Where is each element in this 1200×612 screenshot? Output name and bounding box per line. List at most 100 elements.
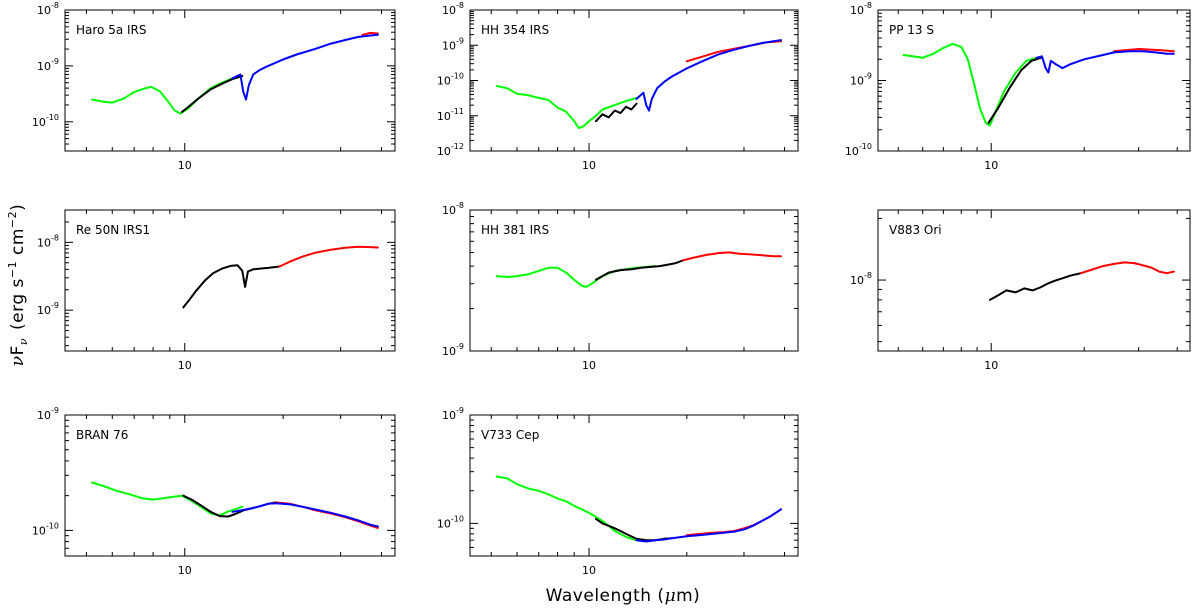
x-tick-label: 10 <box>984 359 998 372</box>
y-tick-exponent: -8 <box>456 201 464 210</box>
x-tick-label: 10 <box>178 159 192 172</box>
y-tick-exponent: -9 <box>456 36 464 45</box>
series-black-line <box>988 272 1082 301</box>
series-red-line <box>274 501 379 529</box>
y-axis-title: νFν (erg s−1 cm−2) <box>6 204 30 367</box>
x-ticks <box>85 415 382 556</box>
y-tick-exponent: -8 <box>51 233 59 242</box>
series-green-line <box>495 85 638 129</box>
panel-title: V733 Cep <box>481 428 539 442</box>
x-ticks <box>490 10 786 151</box>
y-tick-label: 10-8 <box>442 201 464 217</box>
panel-title: Haro 5a IRS <box>76 23 147 37</box>
y-tick-base: 10 <box>37 409 51 422</box>
y-tick-exponent: -11 <box>451 107 464 116</box>
y-tick-base: 10 <box>37 304 51 317</box>
panel-title: PP 13 S <box>889 23 934 37</box>
y-tick-label: 10-9 <box>37 301 59 317</box>
y-tick-base: 10 <box>437 517 451 530</box>
series-red-line <box>361 31 379 36</box>
series-red-line <box>1113 48 1175 53</box>
x-ticks <box>897 10 1178 151</box>
y-ticks <box>878 217 1190 343</box>
x-tick-label: 10 <box>984 159 998 172</box>
plot-frame <box>64 9 396 152</box>
y-tick-base: 10 <box>442 345 456 358</box>
y-tick-base: 10 <box>32 116 46 129</box>
y-tick-label: 10-8 <box>850 271 872 287</box>
series-red-line <box>1079 261 1175 275</box>
y-tick-exponent: -9 <box>456 406 464 415</box>
y-tick-label: 10-9 <box>442 406 464 422</box>
x-tick-label: 10 <box>582 564 596 577</box>
y-tick-base: 10 <box>437 75 451 88</box>
y-tick-exponent: -9 <box>456 342 464 351</box>
y-tick-exponent: -8 <box>864 271 872 280</box>
plot-frame <box>469 414 799 557</box>
series-black-line <box>594 517 673 542</box>
series-blue-line <box>1035 50 1175 74</box>
plot-frame <box>64 209 396 352</box>
x-tick-label: 10 <box>582 359 596 372</box>
y-axis-title-exp1: −1 <box>6 261 19 278</box>
y-tick-label: 10-9 <box>37 406 59 422</box>
y-ticks <box>65 209 395 347</box>
panel-title: BRAN 76 <box>76 428 128 442</box>
series-green-line <box>91 481 244 517</box>
y-tick-label: 10-9 <box>850 72 872 88</box>
y-tick-base: 10 <box>37 60 51 73</box>
y-ticks <box>470 414 798 557</box>
y-tick-exponent: -10 <box>46 113 59 122</box>
y-tick-label: 10-8 <box>37 233 59 249</box>
series-green-line <box>91 77 234 115</box>
y-tick-exponent: -10 <box>451 514 464 523</box>
y-axis-title-sub: ν <box>17 338 30 345</box>
y-ticks <box>470 209 798 352</box>
x-axis-title-symbol: μ <box>665 586 677 606</box>
y-tick-label: 10-10 <box>32 113 59 129</box>
x-ticks <box>897 210 1178 351</box>
series-blue-line <box>635 508 782 543</box>
y-ticks <box>470 9 798 152</box>
y-tick-base: 10 <box>442 204 456 217</box>
y-tick-exponent: -9 <box>51 406 59 415</box>
y-tick-exponent: -10 <box>46 521 59 530</box>
y-axis-title-nu: ν <box>8 355 28 366</box>
y-tick-base: 10 <box>850 274 864 287</box>
y-tick-base: 10 <box>32 524 46 537</box>
x-ticks <box>85 210 382 351</box>
y-ticks <box>65 414 395 557</box>
x-axis-title: Wavelength (μm) <box>546 586 701 606</box>
x-tick-label: 10 <box>178 564 192 577</box>
plot-frame <box>64 414 396 557</box>
series-blue-line <box>231 33 379 101</box>
series-black-line <box>594 102 638 123</box>
y-tick-label: 10-10 <box>845 142 872 158</box>
y-tick-exponent: -9 <box>51 57 59 66</box>
y-tick-exponent: -8 <box>456 1 464 10</box>
y-tick-base: 10 <box>37 4 51 17</box>
y-tick-base: 10 <box>437 110 451 123</box>
y-axis-title-mid: cm <box>8 228 28 261</box>
y-tick-exponent: -10 <box>859 142 872 151</box>
y-tick-base: 10 <box>442 4 456 17</box>
y-tick-exponent: -8 <box>864 1 872 10</box>
y-axis-title-close: ) <box>8 204 28 211</box>
panel-title: HH 381 IRS <box>481 223 549 237</box>
y-tick-label: 10-9 <box>37 57 59 73</box>
y-tick-label: 10-8 <box>37 1 59 17</box>
y-tick-base: 10 <box>850 75 864 88</box>
panel-title: Re 50N IRS1 <box>76 223 150 237</box>
x-axis-title-post: m) <box>676 586 700 606</box>
x-tick-label: 10 <box>582 159 596 172</box>
y-tick-base: 10 <box>437 145 451 158</box>
y-tick-exponent: -9 <box>864 72 872 81</box>
